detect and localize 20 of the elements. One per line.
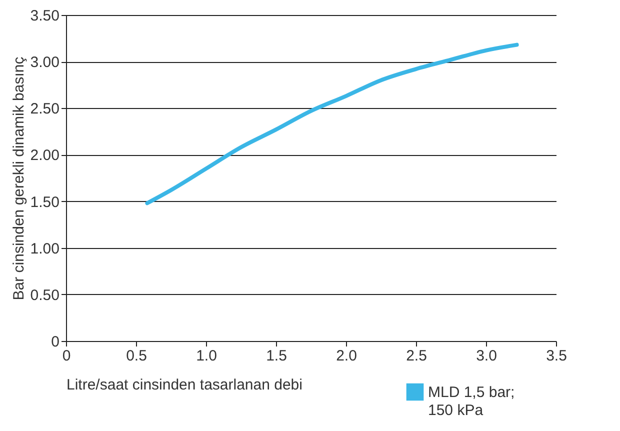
- y-axis-title: Bar cinsinden gerekli dinamik basınç: [10, 56, 28, 300]
- x-tick-label: 3.5: [546, 348, 567, 364]
- y-tick-label: 2.50: [30, 100, 60, 118]
- y-tick-label: 1.00: [30, 240, 60, 258]
- x-tick-label: 1.0: [196, 348, 217, 364]
- y-tick-label: 1.50: [30, 194, 60, 211]
- legend-label: MLD 1,5 bar; 150 kPa: [428, 384, 515, 419]
- x-tick-label: 2.0: [336, 348, 357, 364]
- x-axis-title: Litre/saat cinsinden tasarlanan debi: [66, 376, 302, 394]
- y-tick-label: 0: [51, 334, 60, 350]
- y-tick-label: 0.50: [30, 286, 60, 304]
- x-tick-label: 0.5: [126, 348, 147, 364]
- x-tick-label: 1.5: [266, 348, 287, 364]
- line-series: [145, 42, 519, 206]
- y-tick-label: 2.00: [30, 147, 60, 164]
- x-tick-label: 0: [62, 348, 71, 364]
- y-tick-label: 3.00: [30, 54, 60, 72]
- x-tick-label: 2.5: [406, 348, 427, 364]
- y-tick-label: 3.50: [30, 8, 60, 24]
- x-tick-label: 3.0: [476, 348, 497, 364]
